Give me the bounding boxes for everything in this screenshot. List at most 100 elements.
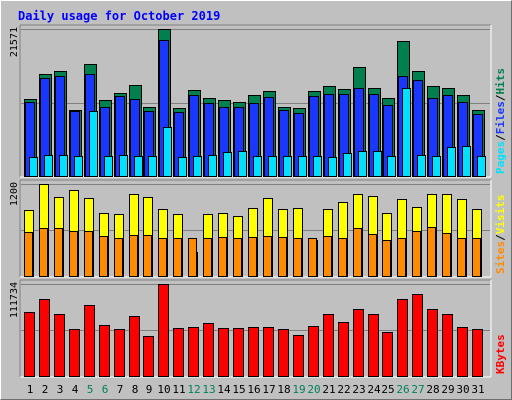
bar-sites-day-21: [323, 236, 332, 277]
bars-bottom: [24, 284, 483, 377]
x-tick-label-6: 6: [102, 383, 109, 396]
panel-middle: 1200 Sites/Visits: [9, 179, 507, 278]
bar-kbytes-day-17: [263, 327, 274, 377]
x-tick-label-4: 4: [72, 383, 79, 396]
axis-max-label-top: 21571: [9, 27, 20, 57]
bar-kbytes-day-3: [54, 314, 65, 377]
x-tick-label-30: 30: [456, 383, 469, 396]
bar-kbytes-day-21: [323, 314, 334, 377]
bar-pages-day-8: [134, 156, 143, 177]
bar-sites-day-10: [158, 238, 167, 277]
x-tick-label-8: 8: [132, 383, 139, 396]
bar-kbytes-day-1: [24, 312, 35, 377]
bar-pages-day-20: [313, 156, 322, 177]
bar-sites-day-19: [293, 238, 302, 277]
bar-pages-day-24: [373, 151, 382, 177]
bar-sites-day-14: [218, 237, 227, 277]
bar-kbytes-day-26: [397, 299, 408, 377]
legend-top: Pages/Files/Hits: [494, 68, 507, 174]
x-tick-label-3: 3: [57, 383, 64, 396]
bar-sites-day-23: [353, 228, 362, 277]
legend-middle: Sites/Visits: [494, 195, 507, 275]
x-tick-label-11: 11: [172, 383, 185, 396]
bar-pages-day-26: [402, 88, 411, 177]
bar-pages-day-30: [462, 146, 471, 177]
x-tick-label-14: 14: [217, 383, 231, 396]
bar-pages-day-9: [148, 156, 157, 177]
x-tick-label-13: 13: [202, 383, 215, 396]
bar-pages-day-3: [59, 155, 68, 177]
bar-pages-day-22: [343, 153, 352, 177]
bar-kbytes-day-16: [248, 327, 259, 377]
x-tick-label-17: 17: [262, 383, 275, 396]
bar-sites-day-6: [99, 236, 108, 277]
bar-pages-day-6: [104, 156, 113, 177]
bar-sites-day-15: [233, 238, 242, 277]
bar-pages-day-14: [223, 152, 232, 177]
bar-pages-day-11: [178, 157, 187, 177]
bar-sites-day-3: [54, 228, 63, 277]
legend-entry-files: Files: [494, 101, 507, 134]
bar-sites-day-26: [397, 238, 406, 277]
x-tick-label-22: 22: [337, 383, 350, 396]
x-tick-label-5: 5: [87, 383, 94, 396]
bar-pages-day-1: [29, 157, 38, 177]
bar-kbytes-day-28: [427, 309, 438, 377]
x-tick-label-31: 31: [471, 383, 484, 396]
bar-kbytes-day-13: [203, 323, 214, 377]
x-tick-label-7: 7: [117, 383, 124, 396]
x-tick-label-28: 28: [426, 383, 439, 396]
bar-kbytes-day-7: [114, 329, 125, 377]
bar-sites-day-12: [188, 238, 197, 277]
bar-sites-day-31: [472, 238, 481, 277]
bar-sites-day-2: [39, 228, 48, 277]
bar-pages-day-13: [208, 155, 217, 177]
bar-pages-day-31: [477, 156, 486, 177]
legend-separator: /: [494, 134, 507, 141]
bar-pages-day-25: [387, 156, 396, 177]
legend-bottom: KBytes: [494, 334, 507, 374]
bar-pages-day-4: [74, 156, 83, 177]
bar-kbytes-day-10: [158, 284, 169, 377]
bar-pages-day-7: [119, 155, 128, 177]
legend-separator: /: [494, 94, 507, 101]
x-tick-label-21: 21: [322, 383, 335, 396]
bar-pages-day-17: [268, 156, 277, 177]
legend-entry-visits: Visits: [494, 195, 507, 235]
bar-sites-day-5: [84, 231, 93, 277]
bar-sites-day-1: [24, 232, 33, 277]
bar-kbytes-day-9: [143, 336, 154, 377]
bar-kbytes-day-19: [293, 335, 304, 377]
bar-sites-day-17: [263, 236, 272, 277]
bar-kbytes-day-6: [99, 325, 110, 377]
bar-kbytes-day-22: [338, 322, 349, 377]
bar-kbytes-day-30: [457, 327, 468, 377]
x-tick-label-26: 26: [396, 383, 409, 396]
x-tick-label-16: 16: [247, 383, 260, 396]
bar-kbytes-day-5: [84, 305, 95, 377]
x-tick-label-18: 18: [277, 383, 290, 396]
bar-pages-day-27: [417, 155, 426, 177]
legend-entry-pages: Pages: [494, 141, 507, 174]
bar-kbytes-day-29: [442, 314, 453, 377]
x-tick-label-20: 20: [307, 383, 320, 396]
legend-entry-kbytes: KBytes: [494, 334, 507, 374]
bar-kbytes-day-8: [129, 316, 140, 377]
axis-max-label-bottom: 111734: [9, 282, 20, 318]
bar-pages-day-29: [447, 147, 456, 177]
x-tick-label-24: 24: [367, 383, 381, 396]
bar-kbytes-day-27: [412, 294, 423, 377]
bar-sites-day-25: [382, 240, 391, 277]
axis-max-label-middle: 1200: [9, 182, 20, 206]
bar-pages-day-10: [163, 127, 172, 177]
x-tick-label-29: 29: [441, 383, 454, 396]
x-tick-label-12: 12: [187, 383, 200, 396]
bars-middle: [24, 184, 482, 277]
bar-pages-day-28: [432, 156, 441, 177]
bar-sites-day-22: [338, 238, 347, 277]
bar-sites-day-13: [203, 238, 212, 277]
bar-pages-day-19: [298, 156, 307, 177]
bar-kbytes-day-20: [308, 326, 319, 377]
bar-kbytes-day-31: [472, 329, 483, 377]
